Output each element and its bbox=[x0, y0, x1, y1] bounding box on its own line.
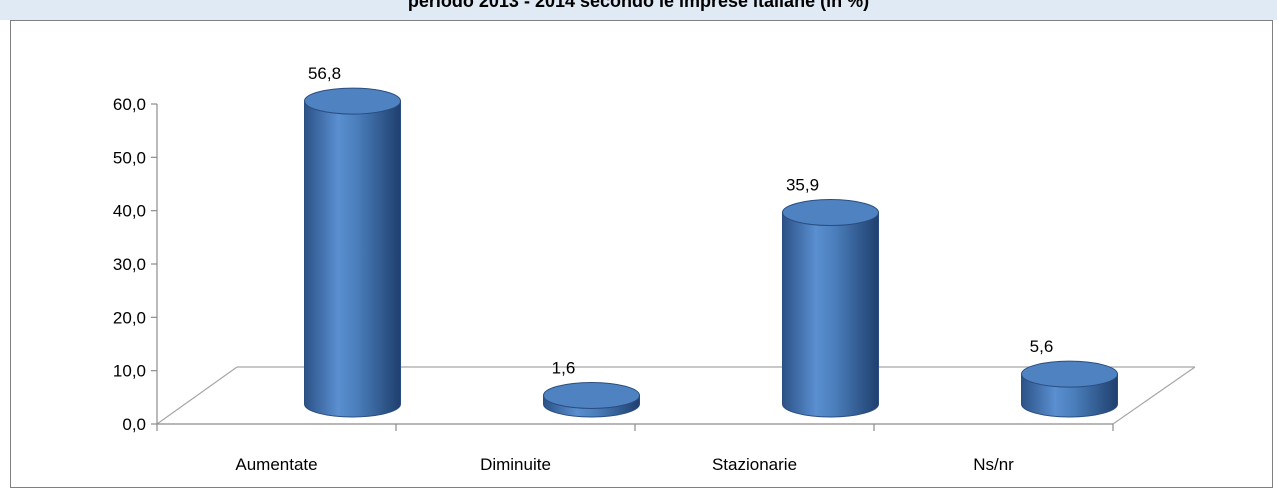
chart-title: periodo 2013 - 2014 secondo le imprese i… bbox=[407, 0, 870, 11]
bar-top bbox=[1021, 360, 1118, 388]
data-label: 56,8 bbox=[308, 64, 341, 83]
bar-stazionarie bbox=[782, 199, 879, 418]
x-axis-labels: Aumentate Diminuite Stazionarie Ns/nr bbox=[156, 424, 1114, 474]
bar-body bbox=[782, 212, 879, 418]
bar-top bbox=[782, 199, 879, 227]
y-tick-label: 60,0 bbox=[113, 95, 146, 114]
bar-body bbox=[304, 100, 401, 418]
x-tick-label: Stazionarie bbox=[712, 455, 797, 474]
data-labels: 56,8 1,6 35,9 5,6 bbox=[308, 64, 1053, 377]
bar-top bbox=[543, 381, 640, 409]
chart-bars bbox=[304, 87, 1118, 418]
x-tick-label: Diminuite bbox=[480, 455, 551, 474]
x-tick-label: Ns/nr bbox=[973, 455, 1014, 474]
floor-left-edge bbox=[156, 366, 238, 425]
bar-ns-nr bbox=[1021, 360, 1118, 418]
y-tick-label: 10,0 bbox=[113, 362, 146, 381]
bar-aumentate bbox=[304, 87, 401, 418]
bar-top bbox=[304, 87, 401, 115]
x-tick-label: Aumentate bbox=[235, 455, 317, 474]
y-tick-label: 50,0 bbox=[113, 148, 146, 167]
y-axis-ticks: 0,0 10,0 20,0 30,0 40,0 50,0 60,0 bbox=[113, 95, 157, 434]
title-strip bbox=[0, 0, 1277, 20]
data-label: 1,6 bbox=[552, 358, 576, 377]
y-tick-label: 0,0 bbox=[122, 415, 146, 434]
y-tick-label: 20,0 bbox=[113, 308, 146, 327]
data-label: 35,9 bbox=[786, 176, 819, 195]
data-label: 5,6 bbox=[1030, 337, 1054, 356]
bar-diminuite bbox=[543, 381, 640, 418]
y-tick-label: 40,0 bbox=[113, 202, 146, 221]
floor-right-edge bbox=[1112, 366, 1196, 425]
y-tick-label: 30,0 bbox=[113, 255, 146, 274]
